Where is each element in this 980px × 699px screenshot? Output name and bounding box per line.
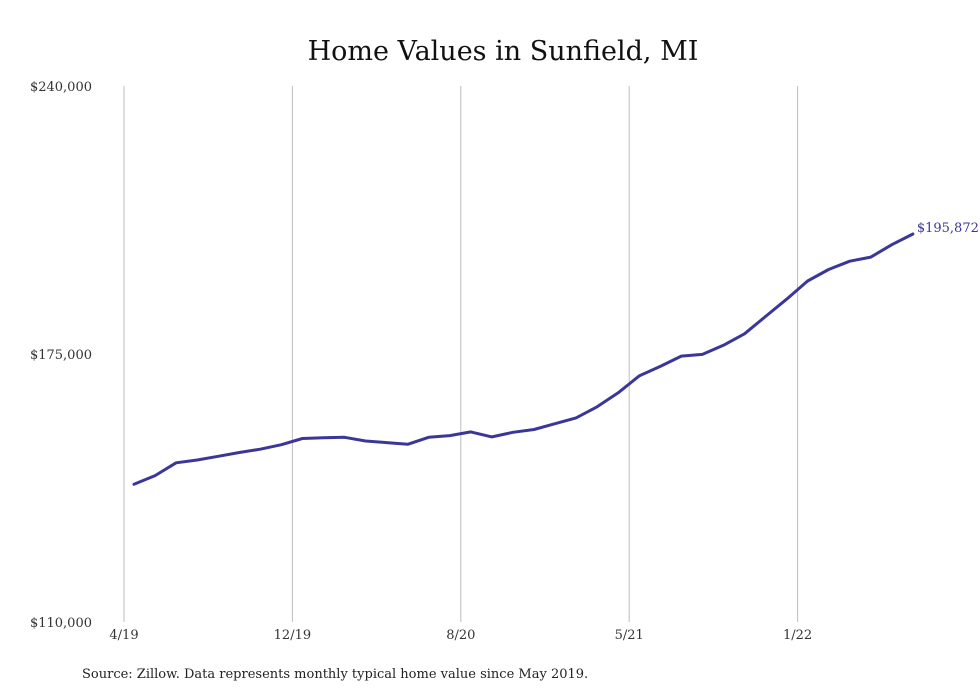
x-tick-label: 1/22 bbox=[783, 628, 812, 643]
y-axis-tick-labels: $110,000 $175,000 $240,000 bbox=[30, 80, 92, 631]
chart-title: Home Values in Sunfield, MI bbox=[308, 36, 699, 67]
y-tick-label: $240,000 bbox=[30, 80, 92, 95]
x-tick-label: 12/19 bbox=[274, 628, 311, 643]
x-axis-tick-labels: 4/19 12/19 8/20 5/21 1/22 bbox=[109, 628, 812, 643]
gridlines bbox=[123, 86, 799, 622]
end-value-label: $195,872 bbox=[917, 221, 979, 236]
x-tick-label: 4/19 bbox=[109, 628, 138, 643]
series-line bbox=[132, 232, 915, 486]
source-note: Source: Zillow. Data represents monthly … bbox=[82, 667, 589, 682]
y-tick-label: $175,000 bbox=[30, 348, 92, 363]
y-tick-label: $110,000 bbox=[30, 616, 92, 631]
x-tick-label: 8/20 bbox=[446, 628, 475, 643]
x-tick-label: 5/21 bbox=[615, 628, 644, 643]
series-layer bbox=[132, 232, 915, 486]
